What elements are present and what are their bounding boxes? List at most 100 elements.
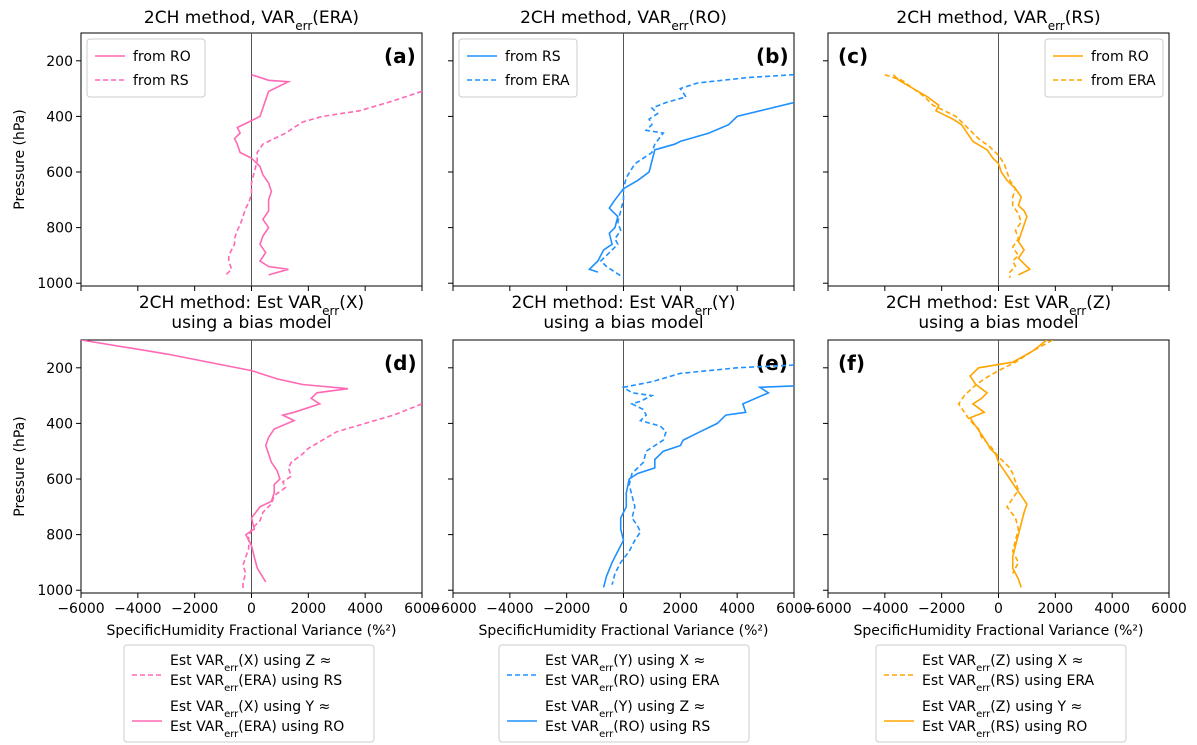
legend-line-1: Est VARerr(X) using Y ≈: [170, 699, 330, 720]
x-tick-label: −6000: [429, 601, 476, 617]
y-tick-label: 400: [46, 416, 73, 432]
text-part: using a bias model: [918, 313, 1078, 333]
text-part: (X) using Y ≈: [238, 699, 330, 715]
series-line-0: [611, 364, 794, 585]
x-tick-label: −4000: [861, 601, 908, 617]
series-line-1: [81, 340, 349, 583]
text-part: using a bias model: [543, 313, 703, 333]
legend-box: [498, 644, 750, 743]
series-line-0: [233, 73, 292, 276]
x-tick-label: −6000: [57, 601, 104, 617]
text-part: 2CH method: Est: [511, 293, 660, 313]
text-part: (RO) using RS: [613, 719, 710, 735]
var-label: VAR: [948, 653, 976, 669]
var-label: VAR: [948, 673, 976, 689]
legend-label: from RS: [505, 49, 561, 65]
x-tick-label: 6000: [1151, 601, 1187, 617]
y-axis-label: Pressure (hPa): [12, 109, 28, 209]
err-subscript: err: [1069, 304, 1086, 318]
err-subscript: err: [599, 729, 614, 740]
panels: 2CH method, VARerr(ERA)(a)20040060080010…: [12, 8, 1187, 639]
x-tick-label: −6000: [804, 601, 851, 617]
x-tick-label: 0: [619, 601, 628, 617]
var-label: VAR: [661, 293, 695, 313]
panel-e: 2CH method: Est VARerr(Y)using a bias mo…: [429, 293, 812, 639]
var-label: VAR: [571, 699, 599, 715]
err-subscript: err: [599, 709, 614, 720]
panel-letter: (a): [384, 44, 416, 68]
var-label: VAR: [196, 673, 224, 689]
text-part: 2CH method,: [896, 8, 1013, 28]
legend-box: [123, 644, 375, 743]
bottom-legends: Est VARerr(X) using Z ≈Est VARerr(ERA) u…: [123, 644, 1127, 743]
bottom-legend-pink: Est VARerr(X) using Z ≈Est VARerr(ERA) u…: [123, 644, 375, 743]
text-part: Est: [922, 719, 948, 735]
text-part: (RO): [688, 8, 726, 28]
legend-line-2: Est VARerr(RO) using RS: [545, 719, 710, 740]
x-tick-label: 2000: [291, 601, 327, 617]
err-subscript: err: [1048, 19, 1065, 33]
text-part: Est: [545, 699, 571, 715]
series-line-1: [968, 340, 1048, 588]
x-axis-label: SpecificHumidity Fractional Variance (%²…: [479, 623, 769, 639]
text-part: Est: [545, 653, 571, 669]
bottom-legend-orange: Est VARerr(Z) using X ≈Est VARerr(RS) us…: [875, 644, 1127, 743]
text-part: (Z) using X ≈: [990, 653, 1083, 669]
text-part: Est: [170, 719, 196, 735]
var-label: VAR: [948, 699, 976, 715]
text-part: (Z): [1086, 293, 1111, 313]
panel-title: 2CH method, VARerr(RO): [520, 8, 727, 33]
y-tick-label: 1000: [37, 583, 73, 599]
panel-title: 2CH method, VARerr(RS): [896, 8, 1100, 33]
text-part: Est: [545, 673, 571, 689]
var-label: VAR: [196, 699, 224, 715]
x-tick-label: 6000: [776, 601, 812, 617]
panel-title: using a bias model: [171, 313, 331, 333]
series-line-1: [884, 73, 1023, 278]
legend-line-1: Est VARerr(Z) using Y ≈: [922, 699, 1082, 720]
legend-box: [458, 38, 578, 98]
var-label: VAR: [1014, 8, 1048, 28]
x-tick-label: 0: [247, 601, 256, 617]
text-part: Est: [545, 719, 571, 735]
legend-line-2: Est VARerr(RS) using RO: [922, 719, 1087, 740]
series-line-0: [242, 403, 422, 591]
y-tick-label: 800: [46, 221, 73, 237]
text-part: 2CH method: Est: [139, 293, 288, 313]
y-tick-label: 200: [46, 54, 73, 70]
y-tick-label: 1000: [37, 276, 73, 292]
text-part: (RO) using ERA: [613, 673, 719, 689]
legend-line-2: Est VARerr(ERA) using RS: [170, 673, 342, 694]
legend-label: from ERA: [1091, 73, 1156, 89]
panel-f: 2CH method: Est VARerr(Z)using a bias mo…: [804, 293, 1187, 639]
text-part: Est: [170, 673, 196, 689]
legend-box: [1044, 38, 1164, 98]
panel-letter: (c): [838, 44, 868, 68]
x-tick-label: 4000: [719, 601, 755, 617]
panel-d: 2CH method: Est VARerr(X)using a bias mo…: [12, 293, 440, 639]
y-tick-label: 400: [46, 109, 73, 125]
panel-title: 2CH method: Est VARerr(X): [139, 293, 364, 318]
legend-label: from ERA: [505, 73, 570, 89]
err-subscript: err: [224, 663, 239, 674]
text-part: 2CH method: Est: [886, 293, 1035, 313]
text-part: (Y): [712, 293, 736, 313]
y-tick-label: 600: [46, 165, 73, 181]
err-subscript: err: [599, 663, 614, 674]
y-tick-label: 200: [46, 361, 73, 377]
panel-letter: (f): [838, 351, 865, 375]
text-part: Est: [170, 653, 196, 669]
text-part: (Z) using Y ≈: [990, 699, 1082, 715]
text-part: Est: [922, 653, 948, 669]
legend-line-1: Est VARerr(Y) using X ≈: [545, 653, 705, 674]
panel-letter: (e): [756, 351, 788, 375]
var-label: VAR: [571, 673, 599, 689]
text-part: (ERA): [312, 8, 359, 28]
text-part: (Y) using X ≈: [613, 653, 705, 669]
panel-title: 2CH method, VARerr(ERA): [144, 8, 359, 33]
x-axis-label: SpecificHumidity Fractional Variance (%²…: [107, 623, 397, 639]
x-tick-label: 4000: [347, 601, 383, 617]
var-label: VAR: [571, 653, 599, 669]
var-label: VAR: [196, 653, 224, 669]
